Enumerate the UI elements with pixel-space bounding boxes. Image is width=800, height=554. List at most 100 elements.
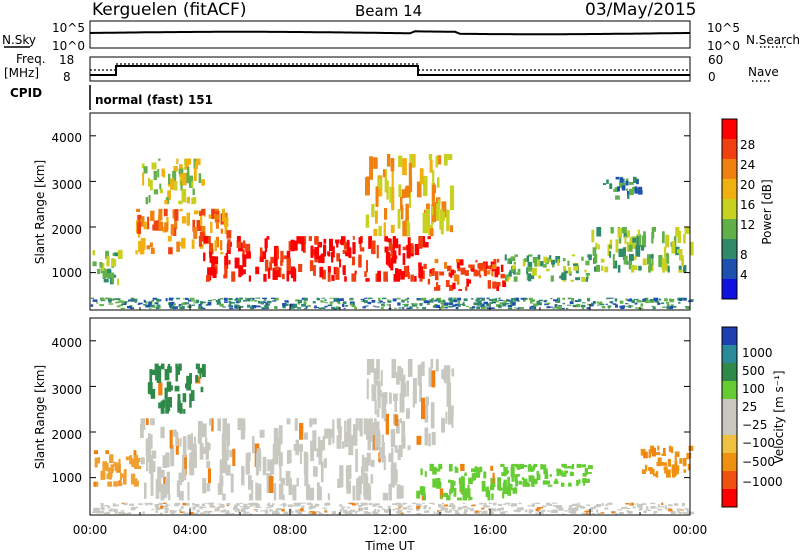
echo-cell xyxy=(120,307,126,310)
echo-cell xyxy=(367,301,372,305)
echo-cell xyxy=(516,473,520,477)
echo-cell xyxy=(209,506,215,508)
echo-cell xyxy=(343,242,348,250)
echo-cell xyxy=(323,245,327,254)
echo-cell xyxy=(249,297,254,300)
echo-cell xyxy=(216,301,221,305)
echo-cell xyxy=(484,502,487,506)
echo-cell xyxy=(384,246,389,253)
echo-cell xyxy=(664,298,668,302)
echo-cell xyxy=(526,482,530,487)
echo-cell xyxy=(528,511,532,514)
echo-cell xyxy=(334,300,338,302)
echo-cell xyxy=(198,173,202,184)
echo-cell xyxy=(547,510,550,512)
echo-cell xyxy=(587,303,590,306)
echo-cell xyxy=(308,236,312,242)
echo-cell xyxy=(140,238,146,250)
echo-cell xyxy=(503,467,508,475)
echo-cell xyxy=(262,456,267,476)
echo-cell xyxy=(596,304,600,306)
echo-cell xyxy=(650,506,656,509)
echo-cell xyxy=(533,303,538,307)
echo-cell xyxy=(351,503,357,506)
echo-cell xyxy=(228,300,232,303)
echo-cell xyxy=(500,273,506,279)
echo-cell xyxy=(514,254,518,257)
echo-cell xyxy=(582,472,587,477)
echo-cell xyxy=(246,304,251,308)
echo-cell xyxy=(355,418,359,431)
echo-cell xyxy=(645,300,650,304)
echo-cell xyxy=(420,468,423,476)
echo-cell xyxy=(320,301,326,303)
echo-cell xyxy=(486,307,492,310)
echo-cell xyxy=(149,390,155,395)
echo-cell xyxy=(507,476,510,488)
echo-cell xyxy=(272,511,276,513)
echo-cell xyxy=(207,302,212,306)
echo-cell xyxy=(463,298,468,302)
echo-cell xyxy=(477,300,482,303)
echo-cell xyxy=(607,305,612,308)
echo-cell xyxy=(234,257,240,269)
echo-cell xyxy=(431,297,435,300)
echo-cell xyxy=(457,506,462,511)
echo-cell xyxy=(138,465,142,469)
power-cbar-tick: 16 xyxy=(740,198,755,212)
echo-cell xyxy=(668,508,673,512)
echo-cell xyxy=(486,297,490,300)
echo-cell xyxy=(264,306,270,310)
echo-cell xyxy=(650,265,654,272)
echo-cell xyxy=(210,502,215,505)
echo-cell xyxy=(235,305,240,309)
echo-cell xyxy=(308,512,313,514)
echo-cell xyxy=(492,300,497,304)
echo-cell xyxy=(481,262,487,268)
echo-cell xyxy=(303,236,307,245)
echo-cell xyxy=(234,510,237,513)
echo-cell xyxy=(487,493,491,501)
power-y-tick-label: 4000 xyxy=(51,131,82,145)
echo-cell xyxy=(194,161,198,170)
echo-cell xyxy=(438,510,442,513)
echo-cell xyxy=(475,473,480,478)
echo-cell xyxy=(528,297,533,301)
echo-cell xyxy=(520,507,524,511)
echo-cell xyxy=(632,186,635,191)
echo-cell xyxy=(174,209,179,221)
echo-cell xyxy=(202,301,206,304)
echo-cell xyxy=(170,385,173,391)
echo-cell xyxy=(349,509,353,512)
echo-cell xyxy=(368,236,372,249)
echo-cell xyxy=(617,509,622,511)
echo-cell xyxy=(613,188,618,192)
echo-cell xyxy=(651,232,654,244)
echo-cell xyxy=(492,281,497,289)
echo-cell xyxy=(451,507,455,510)
echo-cell xyxy=(360,503,365,507)
echo-cell xyxy=(137,214,142,225)
echo-cell xyxy=(586,479,590,482)
echo-cell xyxy=(383,509,388,513)
echo-cell xyxy=(551,259,555,265)
echo-cell xyxy=(338,504,343,507)
echo-cell xyxy=(186,196,190,204)
echo-cell xyxy=(397,302,401,306)
echo-cell xyxy=(234,505,237,508)
echo-cell xyxy=(475,259,478,263)
echo-cell xyxy=(282,303,287,307)
echo-cell xyxy=(677,249,681,254)
echo-cell xyxy=(451,368,455,377)
echo-cell xyxy=(395,238,399,249)
echo-cell xyxy=(286,418,291,425)
echo-cell xyxy=(492,302,496,303)
echo-cell xyxy=(561,472,567,477)
echo-cell xyxy=(563,470,569,474)
power-panel-frame xyxy=(89,112,691,311)
echo-cell xyxy=(153,220,158,227)
power-y-axis-title: Slant Range [km] xyxy=(33,160,47,264)
echo-cell xyxy=(318,255,321,264)
echo-cell xyxy=(207,443,211,451)
echo-cell xyxy=(542,480,547,485)
